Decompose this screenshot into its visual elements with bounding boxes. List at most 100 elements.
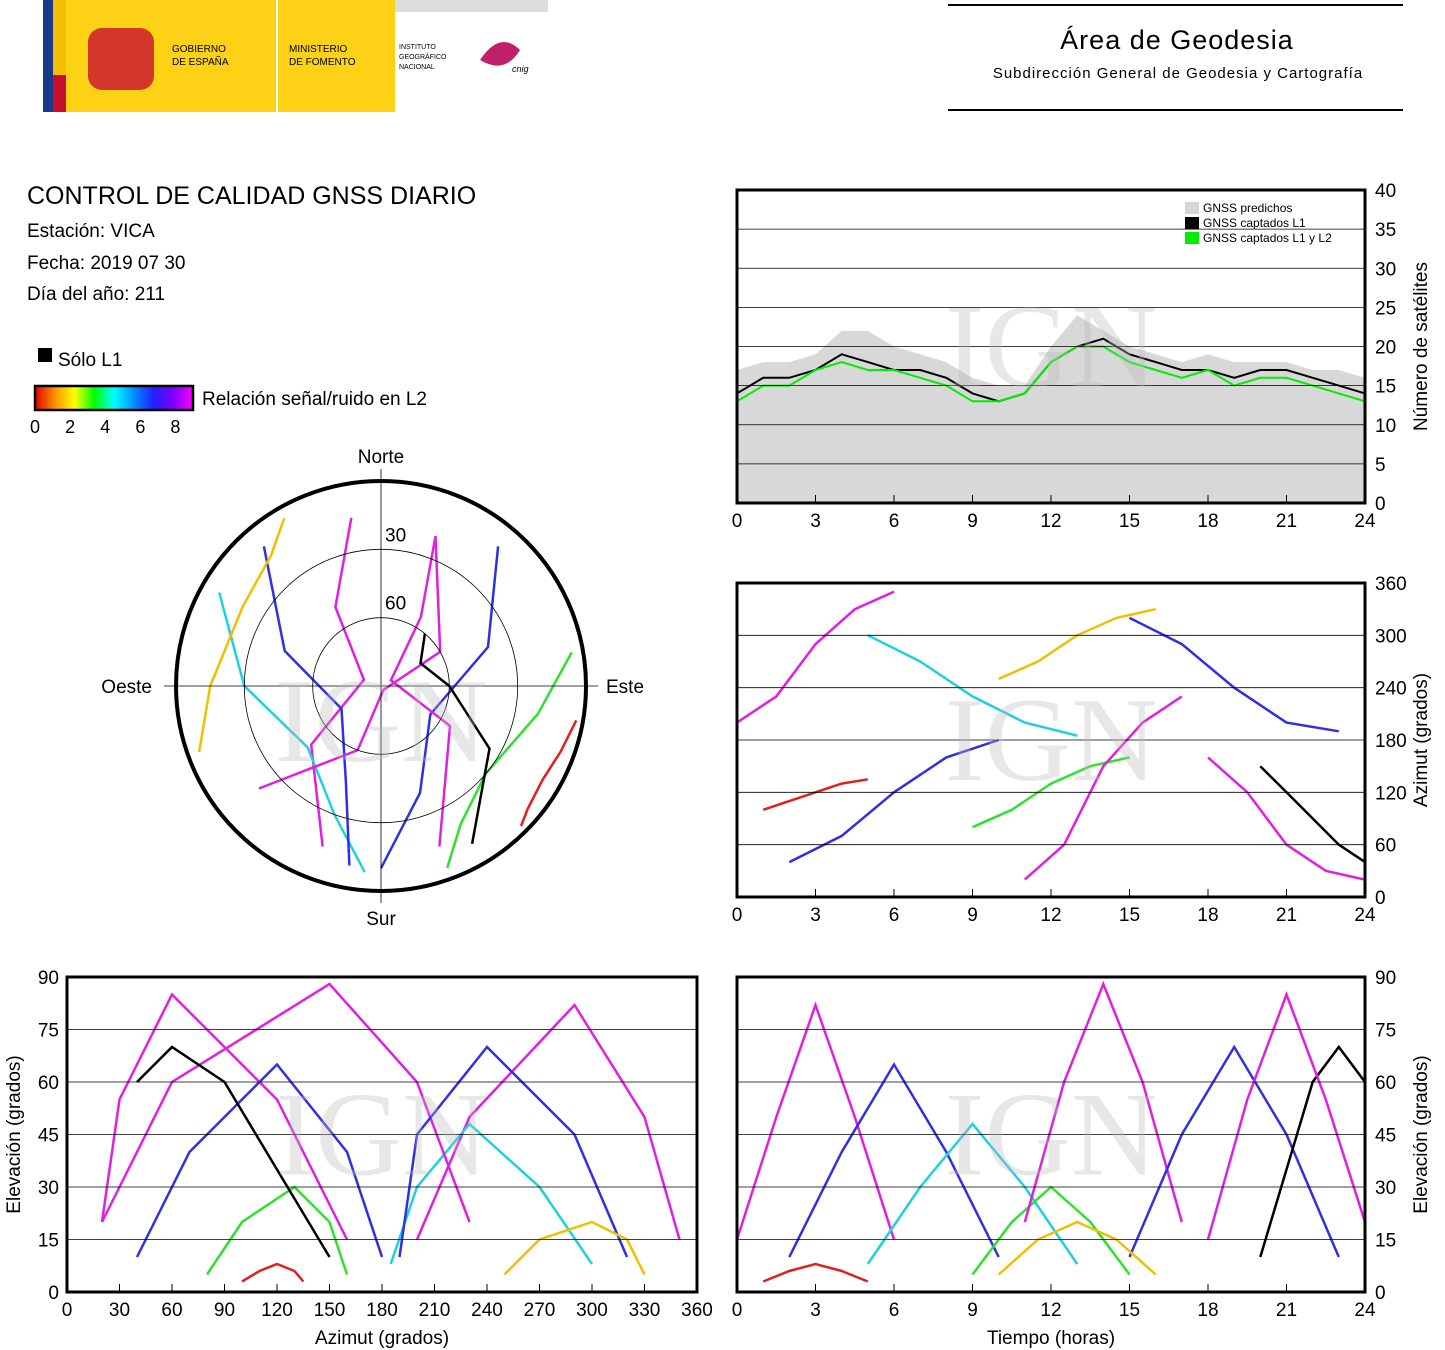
y-tick-label: 300 [1375,626,1407,647]
track [309,517,366,847]
y-tick-label: 75 [38,1021,59,1042]
track [1259,765,1366,864]
x-axis-label: Tiempo (horas) [987,1328,1115,1349]
chart-3: 0 15 30 45 60 75 90 0 30 60 90 120 150 180 210 240 270 30… [4,968,713,1349]
colorbar-tick-label: 4 [100,417,110,437]
y-tick-label: 0 [1375,888,1386,909]
watermark: IGN [944,673,1157,806]
x-tick-label: 18 [1197,511,1218,532]
r-tick-label: 60 [385,594,406,615]
colorbar-tick-label: 2 [65,417,75,437]
y-tick-label: 45 [1375,1126,1396,1147]
y-tick-label: 15 [1375,1231,1396,1252]
track [258,536,442,790]
x-tick-label: 9 [967,905,978,926]
track [241,1262,305,1283]
x-tick-label: 3 [810,1300,821,1321]
track [519,719,578,827]
y-tick-label: 35 [1375,220,1396,241]
colorbar-tick-label: 8 [170,417,180,437]
ministry-text: MINISTERIO [289,44,348,55]
x-tick-label: 15 [1119,511,1140,532]
y-tick-label: 5 [1375,455,1386,476]
cnig-text: cnig [512,64,529,74]
direction-label: Este [606,677,644,698]
colorbar-tick-label: 0 [30,417,40,437]
cnig-mark [480,42,520,66]
snr-label: Relación señal/ruido en L2 [202,389,427,410]
x-tick-label: 24 [1354,511,1376,532]
x-tick-label: 12 [1040,511,1061,532]
y-tick-label: 45 [38,1126,59,1147]
plot-frame [735,975,1367,1294]
direction-label: Norte [358,447,404,468]
x-tick-label: 21 [1276,905,1297,926]
crest [88,28,154,90]
track [379,546,500,869]
chart-0: 0 5 10 15 20 25 30 35 40 0 3 6 9 12 15 18 21 24 Número de … [732,181,1432,532]
area-title: Área de Geodesia [1060,25,1294,55]
y-axis-label: Número de satélites [1411,262,1432,431]
x-tick-label: 6 [889,905,900,926]
track [217,592,366,873]
x-tick-label: 15 [1119,1300,1140,1321]
track [503,1220,646,1276]
y-tick-label: 0 [1375,1283,1386,1304]
track [262,546,351,866]
gov-text: DE ESPAÑA [172,55,229,68]
x-tick-label: 18 [1197,1300,1218,1321]
legend-label: GNSS captados L1 [1203,216,1306,230]
y-axis-label: Azimut (grados) [1411,673,1432,807]
report-doy: Día del año: 211 [27,284,165,305]
legend-label: GNSS predichos [1203,201,1292,215]
chart-1: 0 60 120 180 240 300 360 0 3 6 9 12 15 18 21 24 Azimut (… [732,574,1432,926]
legend-label: GNSS captados L1 y L2 [1203,231,1332,245]
x-tick-label: 6 [889,511,900,532]
x-tick-label: 0 [732,1300,743,1321]
x-tick-label: 150 [314,1300,346,1321]
chart-2: 30 60 Norte Sur Oeste Este [101,447,644,930]
track [1023,695,1183,881]
track [971,756,1130,829]
plot-frame [65,975,699,1294]
y-tick-label: 15 [1375,377,1396,398]
x-tick-label: 21 [1276,511,1297,532]
x-tick-label: 6 [889,1300,900,1321]
y-tick-label: 60 [1375,1073,1396,1094]
track [997,1220,1157,1276]
r-tick-label: 30 [385,525,406,546]
y-tick-label: 20 [1375,338,1396,359]
x-tick-label: 120 [261,1300,293,1321]
x-tick-label: 12 [1040,905,1061,926]
y-tick-label: 240 [1375,679,1407,700]
x-tick-label: 330 [629,1300,661,1321]
y-tick-label: 360 [1375,574,1407,595]
y-tick-label: 60 [1375,836,1396,857]
track [1128,1044,1340,1258]
watermark: IGN [274,654,487,787]
track [100,992,349,1241]
ministry-text: DE FOMENTO [289,57,356,68]
plot-frame [735,581,1367,899]
ministry-block [278,0,395,112]
track [398,1045,629,1258]
watermark: IGN [944,280,1157,413]
x-tick-label: 15 [1119,905,1140,926]
x-tick-label: 30 [109,1300,130,1321]
ign-bar [395,0,548,12]
track [762,1262,869,1283]
track [415,1002,681,1240]
x-tick-label: 24 [1354,905,1376,926]
x-tick-label: 3 [810,905,821,926]
plot-frame [174,479,588,893]
x-axis-label: Azimut (grados) [315,1328,449,1349]
ign-text: NACIONAL [399,64,435,71]
y-axis-label: Elevación (grados) [4,1055,25,1213]
logo-block: GOBIERNO DE ESPAÑA MINISTERIO DE FOMENTO… [43,0,548,112]
legend-swatch [1185,217,1199,229]
y-tick-label: 90 [1375,968,1396,989]
flag-stripe [53,75,66,112]
gov-text: GOBIERNO [172,44,226,55]
y-tick-label: 0 [1375,494,1386,515]
